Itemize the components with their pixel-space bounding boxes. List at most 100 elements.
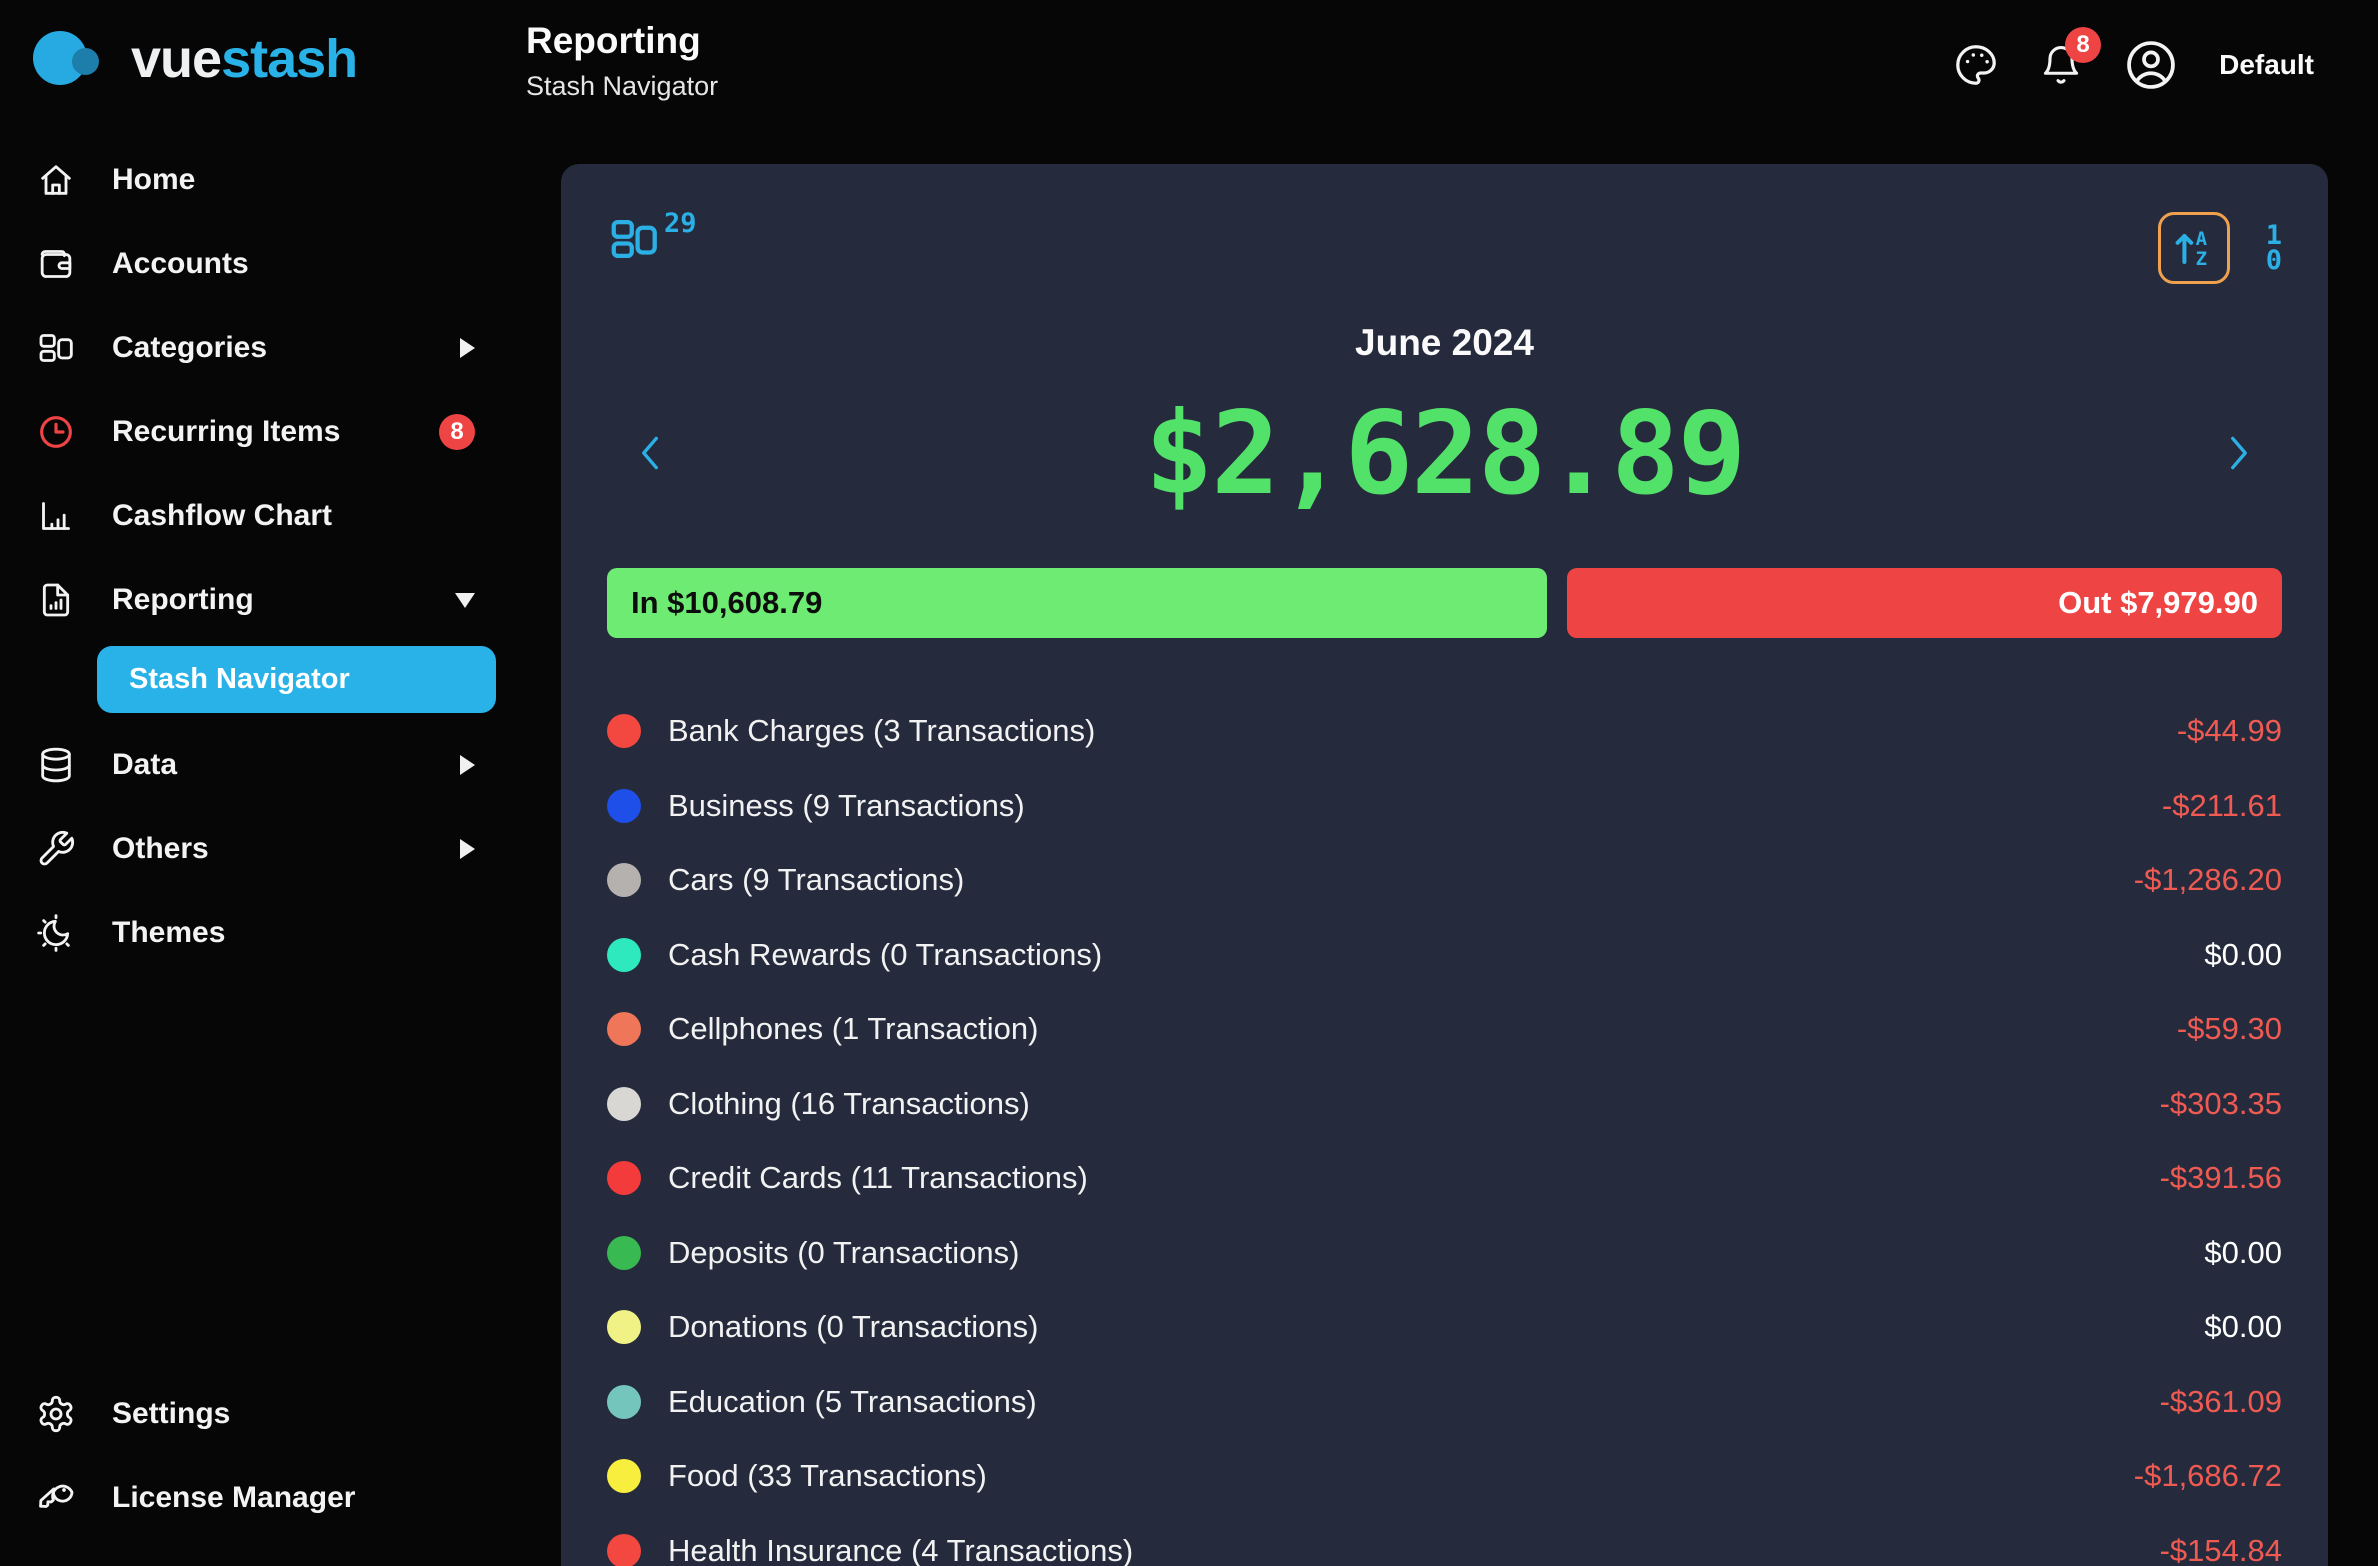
category-label: Deposits (0 Transactions): [668, 1234, 1020, 1270]
category-row[interactable]: Clothing (16 Transactions) -$303.35: [607, 1067, 2282, 1142]
net-amount: $2,628.89: [1144, 386, 1747, 520]
in-out-bars: In $10,608.79 Out $7,979.90: [607, 568, 2282, 638]
sidebar-item-label: Recurring Items: [112, 415, 341, 448]
category-color-dot: [607, 1459, 641, 1494]
sidebar-item-home[interactable]: Home: [0, 138, 513, 222]
expense-bar: Out $7,979.90: [1566, 568, 2282, 638]
sidebar-item-label: License Manager: [112, 1481, 356, 1514]
category-row[interactable]: Cash Rewards (0 Transactions) $0.00: [607, 918, 2282, 993]
category-amount: $0.00: [2204, 936, 2282, 972]
sidebar-item-label: Others: [112, 832, 209, 865]
brand-logo-icon: [33, 31, 111, 87]
category-row[interactable]: Donations (0 Transactions) $0.00: [607, 1290, 2282, 1365]
wrench-icon: [36, 829, 76, 869]
sidebar-item-accounts[interactable]: Accounts: [0, 222, 513, 306]
next-month-button[interactable]: [2220, 428, 2258, 478]
sidebar-item-label: Data: [112, 748, 178, 781]
brand-logo[interactable]: vuestash: [0, 0, 513, 90]
profile-selector[interactable]: Default: [2219, 49, 2314, 80]
topbar: Reporting Stash Navigator 8 Default: [513, 0, 2378, 130]
category-amount: -$391.56: [2159, 1160, 2282, 1196]
category-color-dot: [607, 1310, 641, 1345]
brand-logo-text: vuestash: [131, 29, 358, 89]
category-color-dot: [607, 1533, 641, 1566]
page-heading: Reporting Stash Navigator: [526, 20, 718, 102]
expand-down-icon: [455, 592, 475, 608]
categories-grid-icon: [611, 219, 657, 259]
sidebar-nav: Home Accounts Categories Recurring: [0, 138, 513, 975]
category-amount: -$59.30: [2176, 1011, 2282, 1047]
theme-moon-icon: [36, 913, 76, 953]
category-label: Credit Cards (11 Transactions): [668, 1160, 1088, 1196]
sidebar-item-label: Settings: [112, 1397, 231, 1430]
clock-icon: [36, 412, 76, 452]
category-row[interactable]: Cars (9 Transactions) -$1,286.20: [607, 843, 2282, 918]
sidebar-item-data[interactable]: Data: [0, 723, 513, 807]
category-color-dot: [607, 863, 641, 898]
category-label: Education (5 Transactions): [668, 1383, 1037, 1419]
category-amount: -$44.99: [2176, 713, 2282, 749]
category-row[interactable]: Cellphones (1 Transaction) -$59.30: [607, 992, 2282, 1067]
category-color-dot: [607, 1012, 641, 1047]
category-amount: -$361.09: [2159, 1383, 2282, 1419]
month-title: June 2024: [1355, 322, 1534, 363]
category-color-dot: [607, 788, 641, 823]
category-row[interactable]: Bank Charges (3 Transactions) -$44.99: [607, 694, 2282, 769]
sidebar-item-label: Reporting: [112, 583, 254, 616]
palette-icon[interactable]: [1953, 42, 1999, 88]
notifications-bell-icon[interactable]: 8: [2039, 27, 2102, 87]
category-color-dot: [607, 1086, 641, 1121]
category-color-dot: [607, 1161, 641, 1196]
category-label: Food (33 Transactions): [668, 1458, 987, 1494]
category-label: Cash Rewards (0 Transactions): [668, 936, 1103, 972]
sidebar-item-categories[interactable]: Categories: [0, 306, 513, 390]
category-label: Business (9 Transactions): [668, 787, 1025, 823]
sidebar-item-themes[interactable]: Themes: [0, 891, 513, 975]
binary-zero: 0: [2265, 245, 2282, 276]
category-row[interactable]: Credit Cards (11 Transactions) -$391.56: [607, 1141, 2282, 1216]
category-color-dot: [607, 1384, 641, 1419]
category-amount: $0.00: [2204, 1309, 2282, 1345]
category-label: Cars (9 Transactions): [668, 862, 965, 898]
svg-text:A: A: [2195, 228, 2207, 250]
category-label: Bank Charges (3 Transactions): [668, 713, 1096, 749]
sidebar-item-settings[interactable]: Settings: [0, 1372, 513, 1456]
income-bar: In $10,608.79: [607, 568, 1547, 638]
category-label: Clothing (16 Transactions): [668, 1085, 1030, 1121]
sidebar-item-cashflow-chart[interactable]: Cashflow Chart: [0, 474, 513, 558]
categories-count-button[interactable]: 29: [607, 208, 697, 266]
sidebar-item-recurring-items[interactable]: Recurring Items 8: [0, 390, 513, 474]
categories-count: 29: [664, 208, 697, 239]
category-amount: -$154.84: [2159, 1532, 2282, 1566]
category-color-dot: [607, 937, 641, 972]
category-row[interactable]: Deposits (0 Transactions) $0.00: [607, 1216, 2282, 1291]
sidebar-item-reporting[interactable]: Reporting: [0, 558, 513, 642]
page-subtitle: Stash Navigator: [526, 71, 719, 101]
recurring-items-badge: 8: [439, 414, 475, 450]
expand-right-icon: [460, 338, 475, 358]
category-row[interactable]: Health Insurance (4 Transactions) -$154.…: [607, 1514, 2282, 1566]
topbar-actions: 8 Default: [1953, 0, 2314, 130]
home-icon: [36, 160, 76, 200]
category-label: Donations (0 Transactions): [668, 1309, 1039, 1345]
category-row[interactable]: Business (9 Transactions) -$211.61: [607, 769, 2282, 844]
key-icon: [36, 1478, 76, 1518]
category-row[interactable]: Education (5 Transactions) -$361.09: [607, 1365, 2282, 1440]
gear-icon: [36, 1394, 76, 1434]
sidebar-item-others[interactable]: Others: [0, 807, 513, 891]
sidebar-item-license-manager[interactable]: License Manager: [0, 1456, 513, 1540]
previous-month-button[interactable]: [631, 428, 669, 478]
sidebar-item-label: Categories: [112, 331, 268, 364]
category-amount: -$1,686.72: [2133, 1458, 2282, 1494]
sidebar-subitem-stash-navigator[interactable]: Stash Navigator: [97, 646, 496, 713]
binary-toggle-button[interactable]: 1 0: [2265, 222, 2282, 276]
category-row[interactable]: Food (33 Transactions) -$1,686.72: [607, 1439, 2282, 1514]
user-avatar-icon[interactable]: [2123, 37, 2179, 93]
sidebar-item-label: Cashflow Chart: [112, 499, 333, 532]
sidebar-item-label: Themes: [112, 916, 226, 949]
